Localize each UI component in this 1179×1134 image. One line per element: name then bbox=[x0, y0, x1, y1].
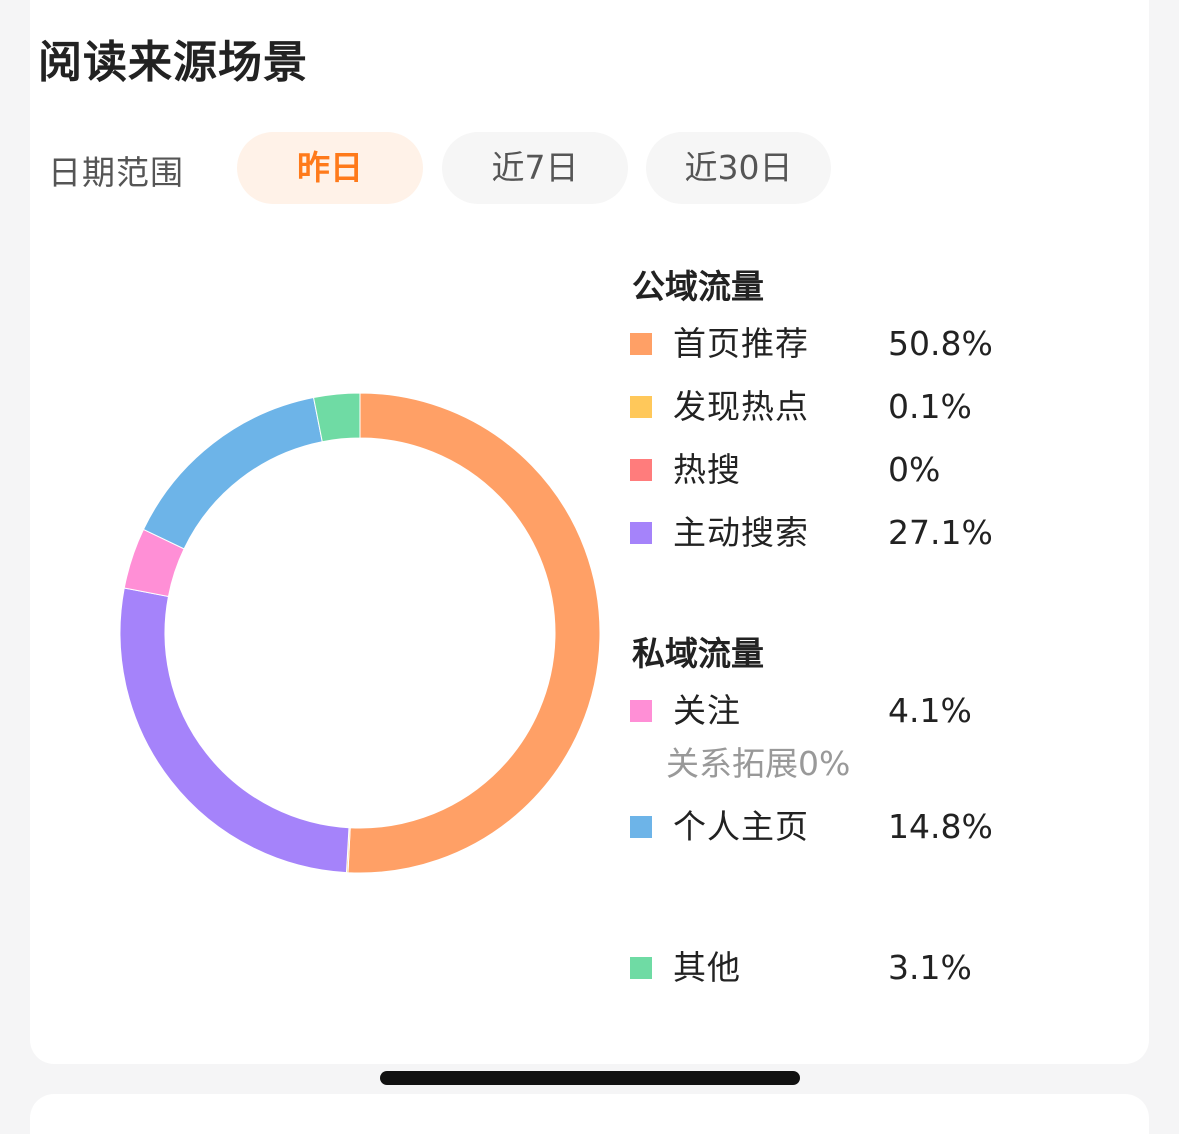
legend-value: 0.1% bbox=[888, 387, 972, 426]
legend-value: 14.8% bbox=[888, 807, 993, 846]
date-option-30days[interactable]: 近30日 bbox=[646, 132, 831, 204]
legend-item-other: 其他 3.1% bbox=[630, 946, 1110, 990]
legend-swatch-other bbox=[630, 957, 652, 979]
private-traffic-title: 私域流量 bbox=[632, 634, 764, 673]
page-title: 阅读来源场景 bbox=[38, 37, 308, 88]
legend-label: 发现热点 bbox=[673, 387, 809, 426]
legend-label: 热搜 bbox=[673, 450, 741, 489]
legend-swatch-profile bbox=[630, 816, 652, 838]
home-indicator[interactable] bbox=[380, 1071, 800, 1085]
legend-item-hot-search: 热搜 0% bbox=[630, 448, 1110, 492]
legend-value: 3.1% bbox=[888, 948, 972, 987]
donut-slice-3[interactable] bbox=[119, 587, 350, 874]
legend-value: 4.1% bbox=[888, 691, 972, 730]
date-range-label: 日期范围 bbox=[48, 153, 184, 192]
legend-label: 首页推荐 bbox=[673, 324, 809, 363]
public-traffic-title: 公域流量 bbox=[632, 267, 764, 306]
legend-swatch-hot-search bbox=[630, 459, 652, 481]
donut-slice-0[interactable] bbox=[347, 392, 601, 874]
legend-label: 其他 bbox=[673, 948, 741, 987]
legend-swatch-active-search bbox=[630, 522, 652, 544]
date-option-7days[interactable]: 近7日 bbox=[442, 132, 628, 204]
legend-swatch-discover-hot bbox=[630, 396, 652, 418]
legend-value: 0% bbox=[888, 450, 941, 489]
legend-value: 50.8% bbox=[888, 324, 993, 363]
legend-item-active-search: 主动搜索 27.1% bbox=[630, 511, 1110, 555]
next-card bbox=[30, 1094, 1149, 1134]
legend-item-discover-hot: 发现热点 0.1% bbox=[630, 385, 1110, 429]
donut-slice-6[interactable] bbox=[312, 392, 361, 443]
legend-value: 27.1% bbox=[888, 513, 993, 552]
relationship-expand-note: 关系拓展0% bbox=[666, 744, 851, 783]
legend-label: 个人主页 bbox=[673, 807, 809, 846]
legend-swatch-follow bbox=[630, 700, 652, 722]
legend-item-profile: 个人主页 14.8% bbox=[630, 805, 1110, 849]
legend-swatch-homepage bbox=[630, 333, 652, 355]
legend-item-follow: 关注 4.1% bbox=[630, 689, 1110, 733]
donut-slice-5[interactable] bbox=[142, 396, 323, 550]
date-option-yesterday[interactable]: 昨日 bbox=[237, 132, 423, 204]
legend-label: 主动搜索 bbox=[673, 513, 809, 552]
donut-chart bbox=[119, 392, 601, 874]
legend-item-homepage: 首页推荐 50.8% bbox=[630, 322, 1110, 366]
legend-label: 关注 bbox=[673, 691, 741, 730]
